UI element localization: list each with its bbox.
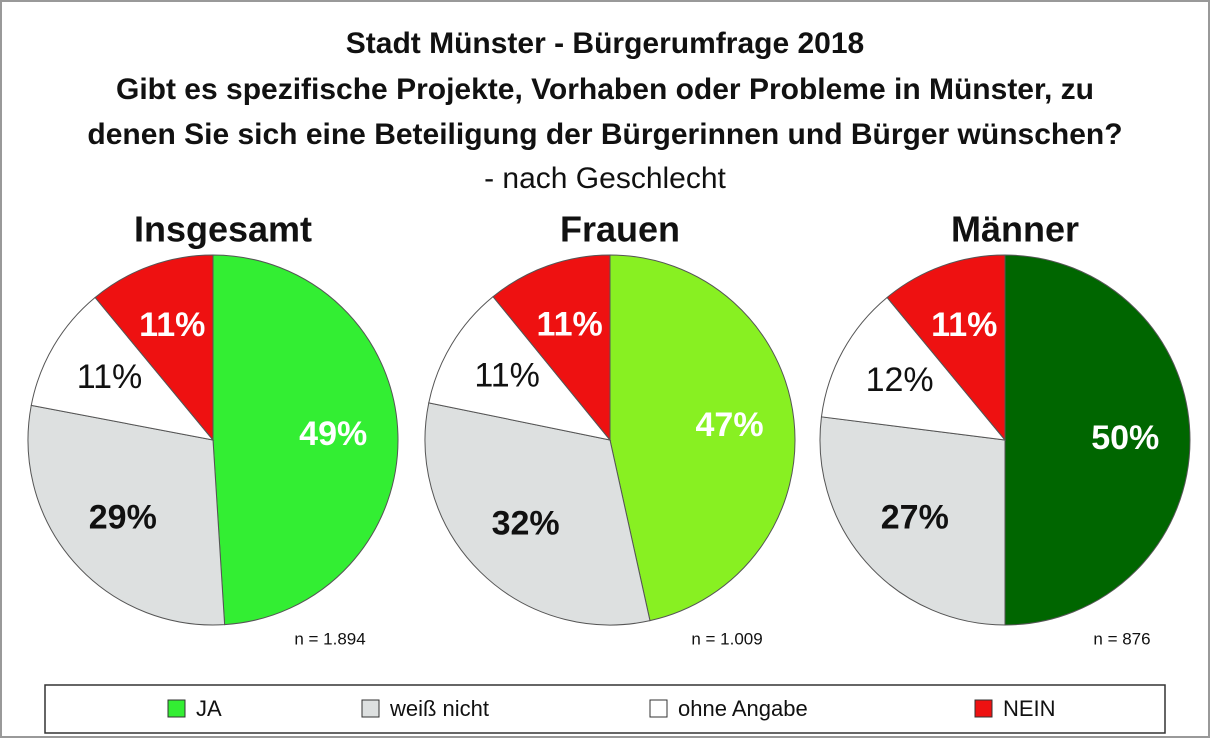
pie-slice xyxy=(886,254,1006,442)
title-line: Gibt es spezifische Projekte, Vorhaben o… xyxy=(116,73,1094,106)
slice-label: 32% xyxy=(492,505,560,543)
pie-slice xyxy=(212,254,399,626)
legend-swatch xyxy=(361,699,380,718)
slice-label: 11% xyxy=(139,306,205,344)
sample-size: n = 876 xyxy=(1093,629,1150,648)
subtitle: - nach Geschlecht xyxy=(484,162,726,195)
pie-slice xyxy=(94,254,214,442)
slice-label: 27% xyxy=(881,499,949,537)
title-line: Stadt Münster - Bürgerumfrage 2018 xyxy=(346,27,864,60)
slice-label: 11% xyxy=(77,358,143,396)
pie-title: Männer xyxy=(951,209,1079,250)
pie-slice xyxy=(27,404,226,626)
legend-label: JA xyxy=(196,696,222,721)
pie-slice xyxy=(428,295,612,441)
pie-slice xyxy=(820,296,1007,441)
slice-label: 29% xyxy=(89,499,157,537)
sample-size: n = 1.894 xyxy=(294,629,365,648)
title-line: denen Sie sich eine Beteiligung der Bürg… xyxy=(87,118,1122,151)
legend-swatch xyxy=(167,699,186,718)
legend-swatch xyxy=(649,699,668,718)
slice-label: 11% xyxy=(931,306,997,344)
legend-swatch xyxy=(974,699,993,718)
pie-title: Frauen xyxy=(560,209,680,250)
slice-label: 49% xyxy=(299,415,367,453)
slice-label: 12% xyxy=(866,361,934,399)
pie-slice xyxy=(1004,254,1191,626)
legend-label: ohne Angabe xyxy=(678,696,808,721)
legend-label: NEIN xyxy=(1003,696,1056,721)
pie-slice xyxy=(492,254,611,442)
pie-slice xyxy=(30,296,215,441)
slice-label: 50% xyxy=(1091,419,1159,457)
slice-label: 11% xyxy=(537,306,603,344)
pie-slice xyxy=(609,254,796,622)
pie-title: Insgesamt xyxy=(134,209,312,250)
pie-slice xyxy=(424,402,651,626)
sample-size: n = 1.009 xyxy=(691,629,762,648)
pie-slice xyxy=(819,416,1006,626)
slice-label: 47% xyxy=(696,406,764,444)
slice-label: 11% xyxy=(474,357,540,395)
legend-label: weiß nicht xyxy=(389,696,489,721)
